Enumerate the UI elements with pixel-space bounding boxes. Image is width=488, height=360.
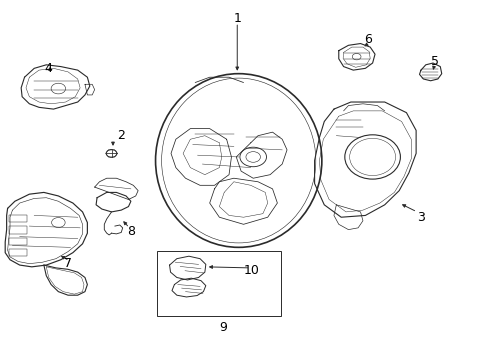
Text: 4: 4 xyxy=(45,62,53,75)
Text: 3: 3 xyxy=(416,211,424,224)
Bar xyxy=(9,249,27,256)
Text: 1: 1 xyxy=(233,12,241,25)
Text: 5: 5 xyxy=(430,55,439,68)
Bar xyxy=(9,215,27,222)
Text: 10: 10 xyxy=(244,264,259,277)
Bar xyxy=(9,238,27,245)
Text: 6: 6 xyxy=(363,33,371,46)
Text: 7: 7 xyxy=(64,257,72,270)
Text: 9: 9 xyxy=(218,321,226,334)
Text: 8: 8 xyxy=(126,225,135,238)
Text: 2: 2 xyxy=(117,129,125,142)
Bar xyxy=(157,251,280,316)
Bar xyxy=(9,226,27,234)
